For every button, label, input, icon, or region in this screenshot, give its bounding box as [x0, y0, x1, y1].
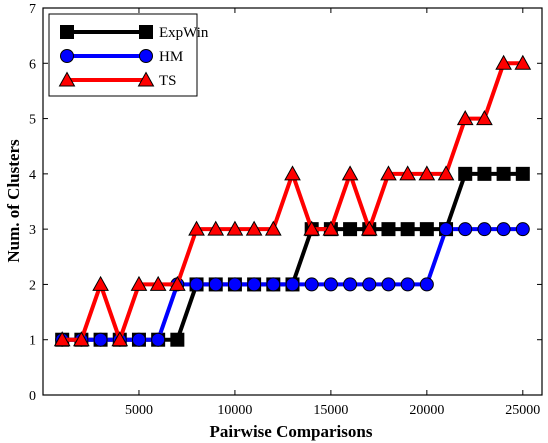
data-point-hm: [362, 277, 377, 292]
data-point-ts: [360, 220, 378, 236]
data-point-expwin: [515, 166, 530, 181]
data-point-ts: [168, 275, 186, 291]
legend-items: ExpWin HM TS: [58, 25, 209, 89]
data-point-ts: [514, 54, 532, 70]
data-point-ts: [380, 165, 397, 181]
data-point-ts: [476, 110, 493, 126]
y-tick-label: 0: [29, 389, 36, 404]
y-tick-label: 3: [29, 223, 36, 238]
data-point-ts: [188, 220, 205, 236]
legend-item-hm: HM: [60, 49, 183, 65]
legend-label-hm: HM: [159, 49, 183, 65]
data-point-expwin: [477, 166, 492, 181]
data-point-expwin: [170, 332, 185, 347]
legend-marker-hm: [139, 49, 153, 63]
legend-marker-ts: [58, 71, 76, 87]
data-point-ts: [495, 54, 512, 70]
data-point-hm: [189, 277, 204, 292]
data-point-hm: [227, 277, 242, 292]
data-point-hm: [304, 277, 319, 292]
data-point-hm: [515, 222, 530, 237]
y-tick-label: 5: [29, 113, 36, 128]
data-point-hm: [323, 277, 338, 292]
legend-item-ts: TS: [58, 71, 177, 89]
data-point-hm: [93, 332, 108, 347]
chart-marks: [53, 54, 532, 347]
data-point-ts: [437, 165, 455, 181]
y-tick-label: 2: [29, 278, 36, 293]
data-point-hm: [247, 277, 262, 292]
series-ts: [53, 54, 532, 347]
data-point-hm: [131, 332, 146, 347]
data-point-expwin: [400, 222, 415, 237]
data-point-ts: [456, 110, 474, 126]
data-point-hm: [266, 277, 281, 292]
data-point-ts: [418, 165, 436, 181]
legend-marker-expwin: [139, 25, 153, 39]
data-point-expwin: [496, 166, 511, 181]
data-point-ts: [303, 220, 321, 236]
y-axis-label: Num. of Clusters: [4, 139, 23, 263]
series-hm: [55, 222, 530, 347]
axis-ticks: 5000 10000 15000 20000 25000 0 1 2 3 4 5 6 7: [29, 2, 542, 418]
legend-marker-expwin: [60, 25, 74, 39]
data-point-hm: [419, 277, 434, 292]
data-point-ts: [207, 220, 225, 236]
x-axis-label: Pairwise Comparisons: [210, 422, 373, 441]
data-point-ts: [322, 220, 340, 236]
x-tick-label: 20000: [409, 403, 444, 418]
y-tick-label: 6: [29, 57, 36, 72]
series-line-expwin: [62, 171, 523, 342]
data-point-expwin: [343, 222, 358, 237]
legend-label-ts: TS: [159, 73, 177, 89]
data-point-hm: [400, 277, 415, 292]
data-point-ts: [92, 275, 109, 291]
y-tick-label: 1: [29, 334, 36, 349]
data-point-ts: [149, 275, 167, 291]
data-point-expwin: [458, 166, 473, 181]
data-point-ts: [53, 331, 71, 347]
data-point-ts: [73, 331, 90, 347]
x-tick-label: 10000: [217, 403, 252, 418]
x-tick-label: 5000: [125, 403, 153, 418]
data-point-hm: [477, 222, 492, 237]
data-point-hm: [496, 222, 511, 237]
y-tick-label: 7: [29, 2, 36, 17]
x-tick-label: 25000: [505, 403, 540, 418]
data-point-hm: [343, 277, 358, 292]
legend: ExpWin HM TS: [48, 13, 209, 97]
plot-frame: [42, 7, 543, 396]
data-point-hm: [458, 222, 473, 237]
data-point-ts: [226, 220, 244, 236]
data-point-hm: [439, 222, 454, 237]
legend-marker-hm: [60, 49, 74, 63]
data-point-ts: [130, 275, 148, 291]
y-tick-label: 4: [29, 168, 36, 183]
data-point-ts: [399, 165, 417, 181]
data-point-hm: [381, 277, 396, 292]
data-point-hm: [151, 332, 166, 347]
legend-label-expwin: ExpWin: [159, 25, 209, 41]
data-point-expwin: [381, 222, 396, 237]
data-point-hm: [285, 277, 300, 292]
data-point-ts: [341, 165, 359, 181]
legend-marker-ts: [137, 71, 155, 87]
data-point-ts: [284, 165, 301, 181]
data-point-ts: [264, 220, 282, 236]
data-point-expwin: [419, 222, 434, 237]
data-point-ts: [111, 331, 129, 347]
data-point-ts: [245, 220, 263, 236]
x-tick-label: 15000: [313, 403, 348, 418]
data-point-hm: [208, 277, 223, 292]
legend-item-expwin: ExpWin: [60, 25, 209, 41]
